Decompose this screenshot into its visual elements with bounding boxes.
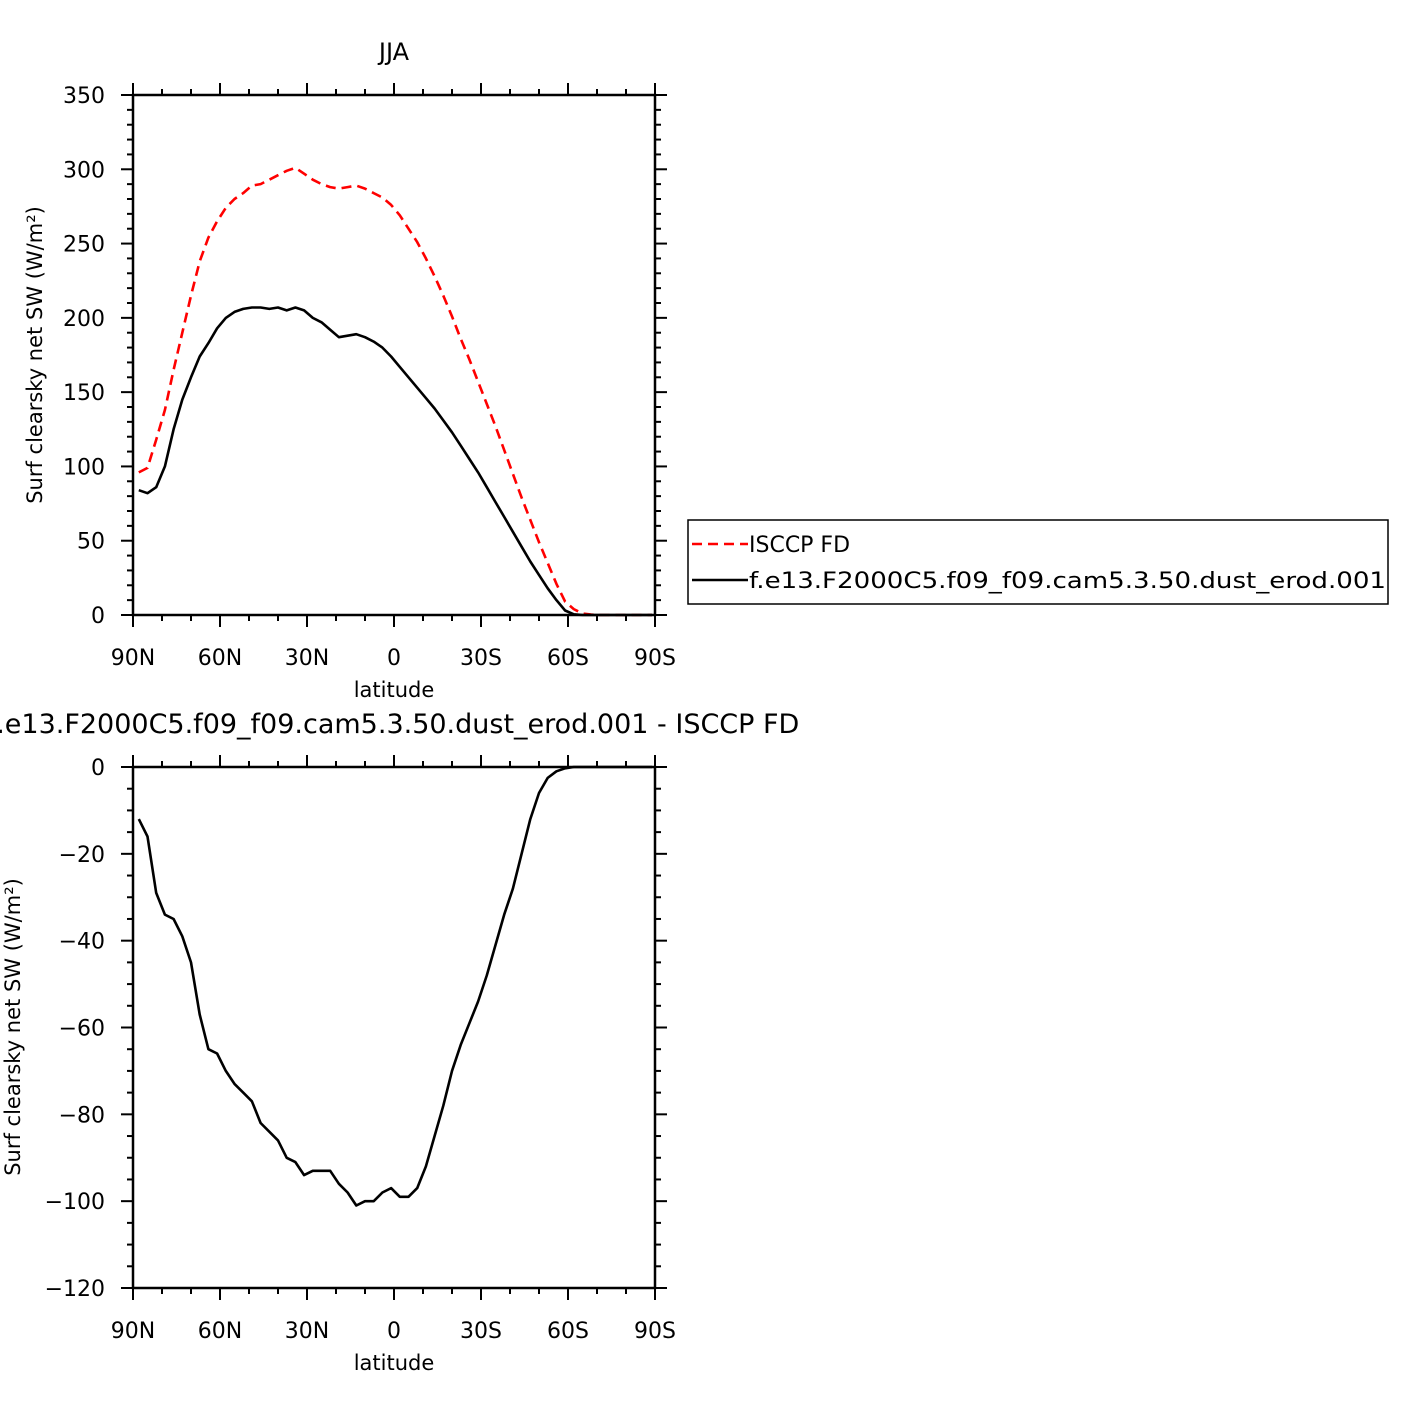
bottom-y-tick-label: −80	[59, 1103, 105, 1128]
legend-label-isccp: ISCCP FD	[749, 533, 850, 558]
bottom-x-tick-label: 30N	[285, 1319, 329, 1344]
bottom-chart-panel: f.e13.F2000C5.f09_f09.cam5.3.50.dust_ero…	[0, 709, 799, 1375]
top-y-tick-label: 50	[77, 530, 105, 555]
bottom-y-tick-label: −40	[59, 930, 105, 955]
bottom-series-line-1	[137, 765, 653, 1207]
top-x-tick-label: 90N	[111, 646, 155, 671]
top-x-tick-label: 60N	[198, 646, 242, 671]
bottom-chart-title: f.e13.F2000C5.f09_f09.cam5.3.50.dust_ero…	[0, 709, 799, 740]
top-chart-title: JJA	[377, 38, 410, 66]
top-y-tick-label: 350	[63, 84, 105, 109]
legend: ISCCP FD f.e13.F2000C5.f09_f09.cam5.3.50…	[687, 519, 1389, 605]
top-y-tick-label: 100	[63, 455, 105, 480]
legend-box	[687, 519, 1389, 605]
bottom-x-tick-label: 60N	[198, 1319, 242, 1344]
top-y-tick-label: 300	[63, 158, 105, 183]
top-x-tick-label: 60S	[547, 646, 589, 671]
bottom-x-tick-label: 90N	[111, 1319, 155, 1344]
bottom-x-tick-label: 60S	[547, 1319, 589, 1344]
bottom-y-tick-label: 0	[91, 756, 105, 781]
top-y-tick-label: 150	[63, 381, 105, 406]
top-y-tick-label: 250	[63, 233, 105, 258]
top-series-line-2	[138, 306, 653, 617]
bottom-x-axis-label: latitude	[354, 1351, 435, 1375]
top-x-axis-label: latitude	[354, 678, 435, 702]
bottom-y-axis-label: Surf clearsky net SW (W/m²)	[1, 878, 25, 1176]
top-y-tick-label: 200	[63, 307, 105, 332]
top-x-tick-label: 30N	[285, 646, 329, 671]
top-x-tick-label: 0	[387, 646, 401, 671]
top-series-line-1	[138, 166, 653, 617]
bottom-y-tick-label: −20	[59, 843, 105, 868]
bottom-y-tick-label: −60	[59, 1017, 105, 1042]
top-chart-panel: JJA 90N 60N 30N 0 30S 60S 90S 0 50 100 150 200 250 30…	[23, 38, 676, 702]
bottom-x-tick-label: 0	[387, 1319, 401, 1344]
top-y-axis-label: Surf clearsky net SW (W/m²)	[23, 206, 47, 504]
legend-label-model: f.e13.F2000C5.f09_f09.cam5.3.50.dust_ero…	[749, 569, 1386, 594]
bottom-x-tick-label: 90S	[634, 1319, 676, 1344]
bottom-x-tick-label: 30S	[460, 1319, 502, 1344]
bottom-y-tick-label: −100	[45, 1190, 105, 1215]
top-x-tick-label: 30S	[460, 646, 502, 671]
bottom-y-tick-label: −120	[45, 1277, 105, 1302]
bottom-plot-frame	[131, 765, 657, 1290]
top-x-tick-label: 90S	[634, 646, 676, 671]
top-plot-frame	[131, 93, 657, 617]
top-y-tick-label: 0	[91, 604, 105, 629]
